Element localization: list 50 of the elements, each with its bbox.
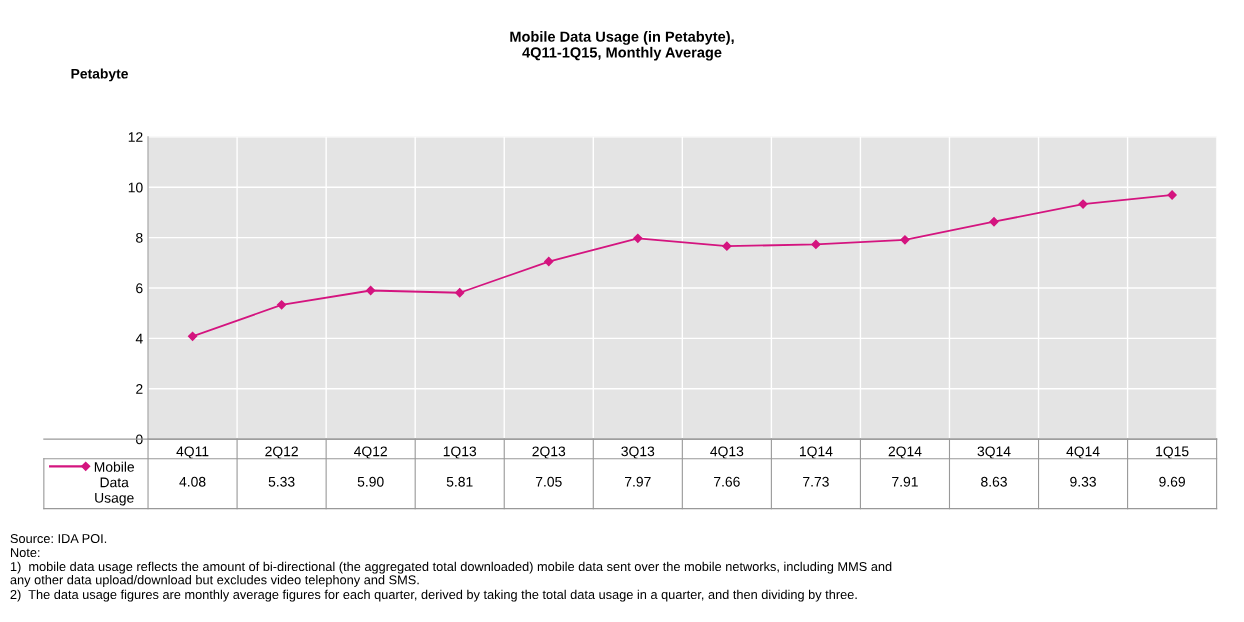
text: 9.33 [1070, 476, 1096, 487]
text: 7.97 [625, 476, 651, 487]
text: 7.66 [714, 476, 740, 487]
point [187, 331, 198, 341]
source-note: Source: IDA POI. [10, 534, 107, 544]
y-tick-label: 0 [135, 434, 143, 445]
x-tick-label: 3Q14 [977, 446, 1011, 459]
point [900, 235, 910, 245]
text: 5.33 [268, 476, 295, 487]
x-tick-label: 4Q14 [1066, 446, 1100, 459]
text: 7.05 [535, 476, 562, 487]
x-tick-label: 4Q11 [176, 446, 209, 459]
x-tick-label: 1Q14 [799, 446, 833, 459]
point [722, 241, 732, 251]
x-tick-label: 2Q12 [265, 446, 298, 459]
y-tick-label: 10 [128, 182, 143, 193]
x-tick-label: 3Q13 [621, 446, 655, 459]
text: 9.69 [1159, 476, 1185, 487]
point [455, 288, 465, 298]
text: 8.63 [981, 476, 1007, 487]
x-tick-label: 2Q13 [532, 446, 566, 459]
x-tick-label: 4Q13 [710, 446, 744, 459]
point [1078, 199, 1088, 209]
text: Note: [11, 548, 40, 558]
point [811, 239, 821, 250]
point [1167, 190, 1177, 200]
x-tick-label: 1Q15 [1156, 446, 1189, 459]
y-tick-label: 2 [136, 384, 143, 394]
point [366, 285, 376, 296]
y-tick-label: 8 [136, 232, 143, 243]
y-tick-label: 6 [136, 283, 143, 294]
x-tick-label: 4Q12 [353, 446, 387, 459]
x-tick-label: 2Q14 [888, 446, 922, 459]
text: 7.73 [803, 476, 829, 487]
x-tick-label: 1Q13 [443, 446, 477, 459]
text: 5.81 [446, 476, 473, 487]
text: 1) mobile data usage reflects the amount of bi-directional (the aggregated total downloaded) mobile data sent over the mobile networks, including MMS and any other data upload/download but excludes video telephony and SMS. [10, 561, 892, 587]
text: 5.90 [357, 476, 384, 487]
point [989, 217, 999, 227]
text: 7.91 [892, 476, 918, 487]
text: 4.08 [179, 476, 206, 487]
point [633, 233, 643, 243]
point [276, 300, 287, 310]
legend-label: Mobile Data Usage [94, 461, 135, 506]
y-tick-label: 12 [128, 132, 143, 142]
y-axis-title: Petabyte [71, 68, 128, 82]
text: 2) The data usage figures are monthly average figures for each quarter, derived by taking the total data usage in a quarter, and then dividing by three. [10, 589, 857, 602]
chart-title: Mobile Data Usage (in Petabyte), 4Q11-1Q15, Monthly Average [510, 31, 734, 61]
y-tick-label: 4 [135, 333, 143, 344]
point [544, 256, 554, 267]
